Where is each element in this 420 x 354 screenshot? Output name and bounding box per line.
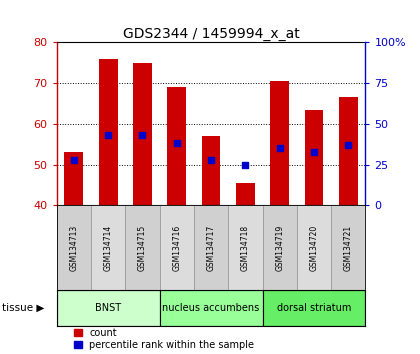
Bar [57, 290, 160, 326]
Bar [228, 205, 262, 290]
Text: nucleus accumbens: nucleus accumbens [163, 303, 260, 313]
Text: GSM134720: GSM134720 [310, 225, 318, 271]
Bar [270, 81, 289, 205]
Text: GSM134716: GSM134716 [172, 225, 181, 271]
Bar [91, 205, 125, 290]
Text: dorsal striatum: dorsal striatum [277, 303, 351, 313]
Text: GSM134715: GSM134715 [138, 225, 147, 271]
Bar [64, 152, 83, 205]
Text: GSM134719: GSM134719 [275, 225, 284, 271]
Bar [133, 63, 152, 205]
Text: tissue ▶: tissue ▶ [2, 303, 45, 313]
Text: GSM134714: GSM134714 [104, 225, 113, 271]
Title: GDS2344 / 1459994_x_at: GDS2344 / 1459994_x_at [123, 28, 299, 41]
Text: GSM134718: GSM134718 [241, 225, 250, 271]
Bar [297, 205, 331, 290]
Bar [236, 183, 255, 205]
Text: BNST: BNST [95, 303, 121, 313]
Text: GSM134721: GSM134721 [344, 225, 353, 271]
Bar [125, 205, 160, 290]
Bar [304, 110, 323, 205]
Bar [194, 205, 228, 290]
Legend: count, percentile rank within the sample: count, percentile rank within the sample [74, 328, 255, 350]
Bar [262, 290, 365, 326]
Bar [160, 290, 262, 326]
Bar [167, 87, 186, 205]
Bar [331, 205, 365, 290]
Bar [57, 205, 91, 290]
Text: GSM134717: GSM134717 [207, 225, 215, 271]
Bar [99, 59, 118, 205]
Bar [339, 97, 358, 205]
Text: GSM134713: GSM134713 [69, 225, 79, 271]
Bar [262, 205, 297, 290]
Bar [160, 205, 194, 290]
Bar [202, 136, 220, 205]
